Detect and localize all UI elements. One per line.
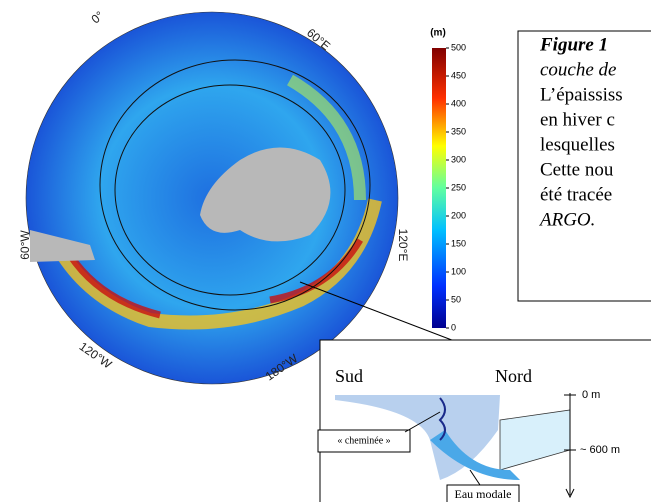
longitude-label: 60°W (18, 230, 32, 260)
label-south: Sud (335, 366, 363, 386)
longitude-label: 0° (89, 8, 107, 26)
colorbar-tick-label: 400 (451, 98, 466, 108)
depth-top: 0 m (582, 389, 600, 401)
label-north: Nord (495, 366, 532, 386)
polar-map (26, 12, 457, 384)
colorbar-tick-label: 150 (451, 238, 466, 248)
inset-diagram: Sud Nord 0 m ~ 600 m « cheminée » Eau mo… (318, 340, 651, 502)
longitude-label: 120°E (396, 229, 410, 262)
colorbar-tick-label: 50 (451, 294, 461, 304)
caption-line: lesquelles (540, 134, 615, 155)
caption-line: ARGO. (538, 209, 595, 230)
mode-water-label: Eau modale (455, 487, 512, 501)
colorbar-tick-label: 300 (451, 154, 466, 164)
caption-line: Cette nou (540, 159, 614, 180)
caption-line: couche de (540, 59, 616, 80)
colorbar-tick-label: 0 (451, 322, 456, 332)
colorbar-tick-label: 200 (451, 210, 466, 220)
caption-line: Figure 1 (539, 34, 608, 55)
figure: 0°60°E120°E180°W120°W60°W (m) 5004504003… (0, 0, 651, 502)
colorbar-tick-label: 250 (451, 182, 466, 192)
colorbar-tick-label: 500 (451, 42, 466, 52)
colorbar: (m) (430, 28, 446, 328)
colorbar-tick-label: 450 (451, 70, 466, 80)
colorbar-unit: (m) (430, 28, 446, 39)
depth-bottom: ~ 600 m (580, 444, 620, 456)
chimney-label: « cheminée » (337, 435, 390, 446)
caption-line: été tracée (540, 184, 612, 205)
colorbar-tick-label: 100 (451, 266, 466, 276)
caption-line: en hiver c (540, 109, 615, 130)
caption-line: L’épaississ (540, 84, 623, 105)
colorbar-tick-label: 350 (451, 126, 466, 136)
